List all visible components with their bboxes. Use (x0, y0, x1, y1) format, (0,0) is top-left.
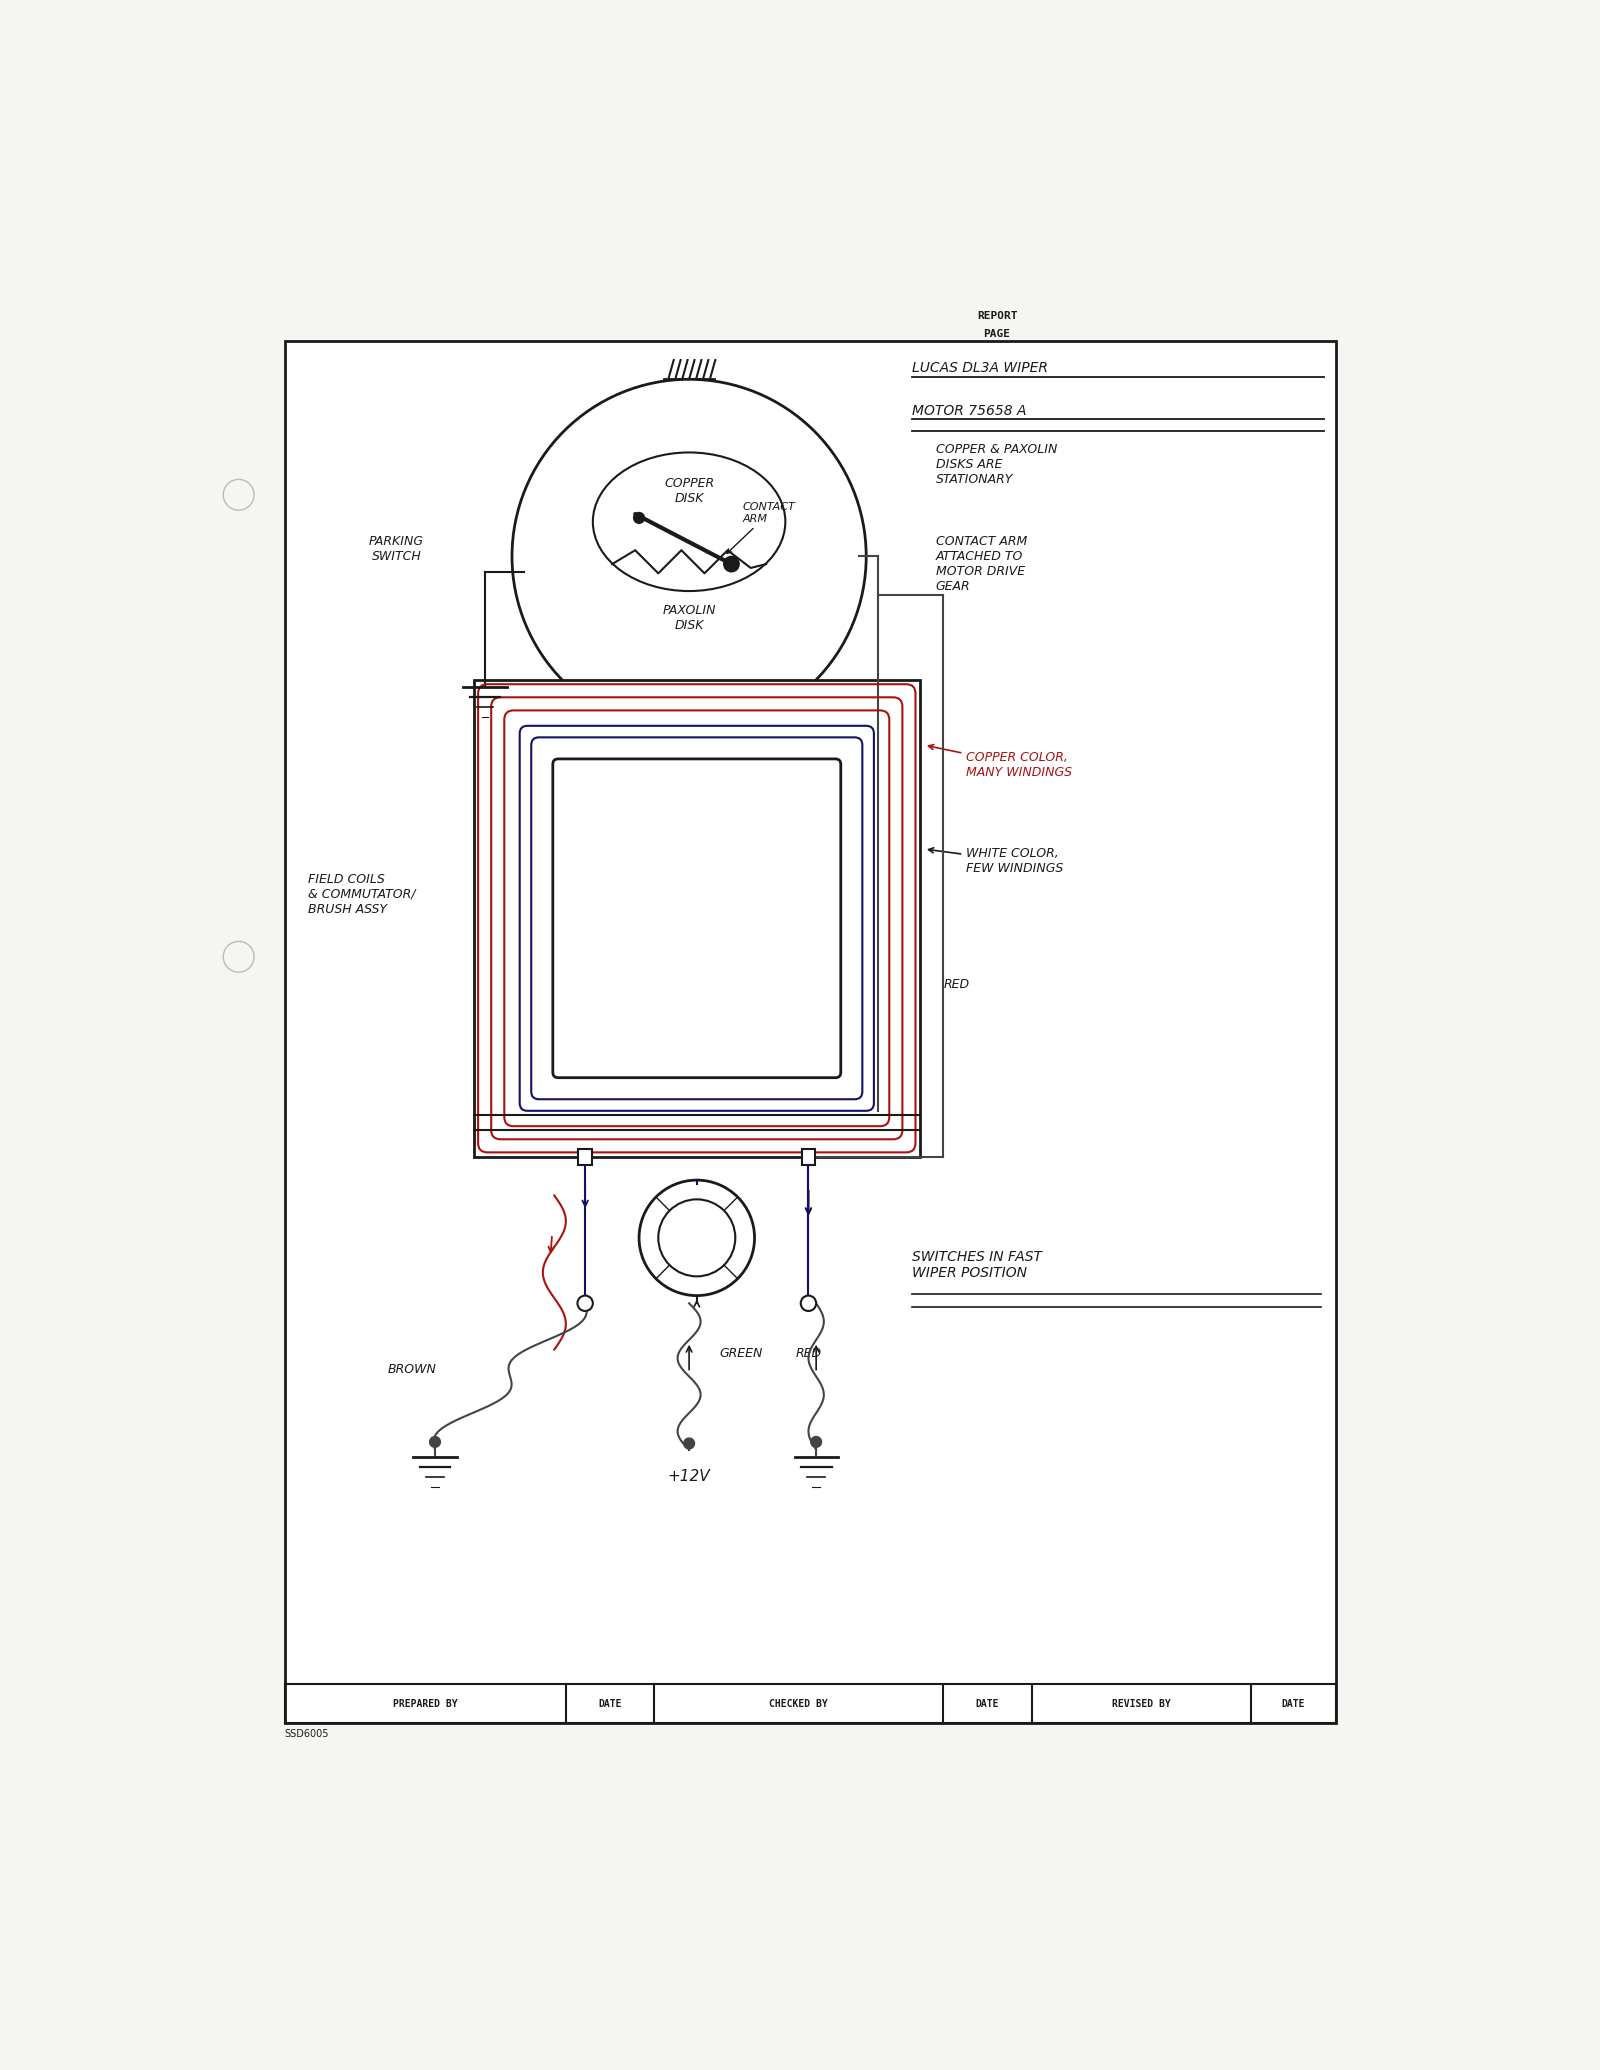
Text: PAGE: PAGE (984, 329, 1011, 339)
Circle shape (723, 557, 739, 571)
Text: BROWN: BROWN (387, 1362, 437, 1377)
Text: DATE: DATE (598, 1699, 622, 1708)
Circle shape (658, 1199, 736, 1277)
Text: DATE: DATE (976, 1699, 1000, 1708)
Text: SSD6005: SSD6005 (285, 1728, 330, 1739)
Circle shape (638, 1180, 755, 1296)
Circle shape (683, 1439, 694, 1449)
Text: REPORT: REPORT (978, 310, 1018, 321)
Text: COPPER COLOR,
MANY WINDINGS: COPPER COLOR, MANY WINDINGS (928, 745, 1072, 778)
Text: GREEN: GREEN (720, 1348, 763, 1360)
Circle shape (578, 1296, 594, 1310)
Circle shape (224, 480, 254, 509)
Text: WHITE COLOR,
FEW WINDINGS: WHITE COLOR, FEW WINDINGS (928, 847, 1064, 876)
Circle shape (224, 942, 254, 973)
Circle shape (512, 379, 866, 733)
Text: CONTACT
ARM: CONTACT ARM (726, 503, 795, 553)
Text: CHECKED BY: CHECKED BY (770, 1699, 829, 1708)
Text: PREPARED BY: PREPARED BY (394, 1699, 458, 1708)
FancyBboxPatch shape (554, 760, 840, 1078)
Text: COPPER & PAXOLIN
DISKS ARE
STATIONARY: COPPER & PAXOLIN DISKS ARE STATIONARY (936, 443, 1058, 486)
Text: +12V: +12V (667, 1470, 710, 1484)
Ellipse shape (594, 453, 786, 592)
Text: COPPER
DISK: COPPER DISK (664, 476, 714, 505)
Bar (802, 1149, 816, 1165)
Bar (285, 342, 1336, 1722)
Text: PARKING
SWITCH: PARKING SWITCH (370, 534, 424, 563)
Circle shape (430, 1437, 440, 1447)
Text: SWITCHES IN FAST
WIPER POSITION: SWITCHES IN FAST WIPER POSITION (912, 1250, 1043, 1279)
Text: REVISED BY: REVISED BY (1112, 1699, 1171, 1708)
Text: LUCAS DL3A WIPER: LUCAS DL3A WIPER (912, 362, 1048, 375)
Circle shape (811, 1437, 821, 1447)
Bar (474, 679, 920, 1157)
Text: PAXOLIN
DISK: PAXOLIN DISK (662, 604, 715, 631)
Text: CONTACT ARM
ATTACHED TO
MOTOR DRIVE
GEAR: CONTACT ARM ATTACHED TO MOTOR DRIVE GEAR (936, 536, 1027, 594)
Text: FIELD COILS
& COMMUTATOR/
BRUSH ASSY: FIELD COILS & COMMUTATOR/ BRUSH ASSY (307, 874, 416, 915)
Text: RED: RED (944, 977, 970, 992)
Circle shape (800, 1296, 816, 1310)
Bar (578, 1149, 592, 1165)
Text: MOTOR 75658 A: MOTOR 75658 A (912, 404, 1027, 418)
Text: DATE: DATE (1282, 1699, 1306, 1708)
Circle shape (634, 513, 645, 524)
Text: RED: RED (795, 1348, 821, 1360)
